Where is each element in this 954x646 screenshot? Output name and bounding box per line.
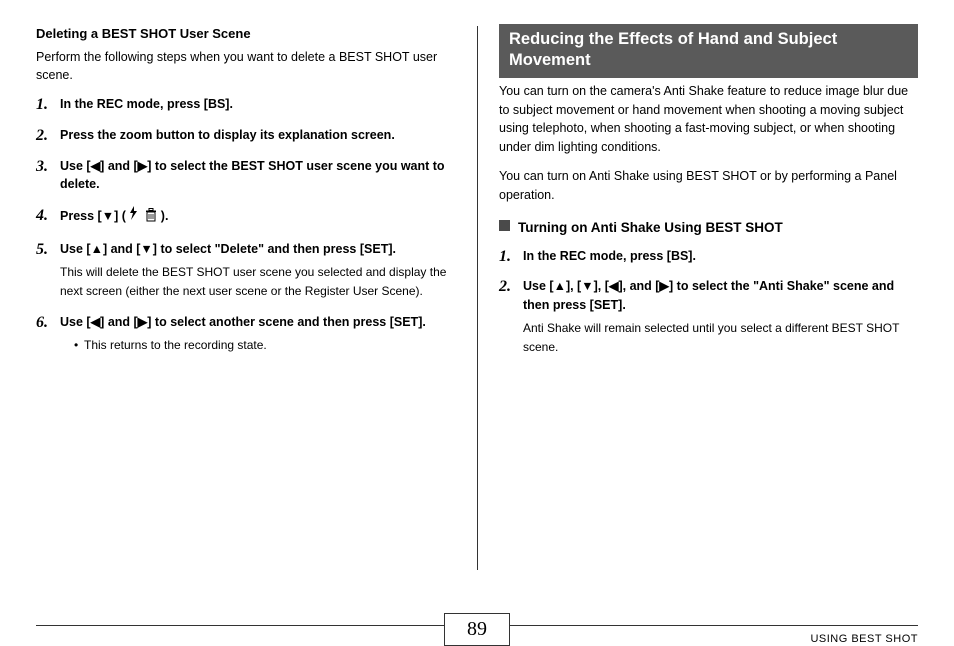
step-3: Use [◀] and [▶] to select the BEST SHOT … (36, 157, 455, 195)
step-4: Press [▼] ( ). (36, 206, 455, 228)
as-step-2-text: Use [▲], [▼], [◀], and [▶] to select the… (523, 279, 894, 312)
flash-icon (129, 209, 141, 223)
right-column: Reducing the Effects of Hand and Subject… (477, 24, 918, 572)
step-2-text: Press the zoom button to display its exp… (60, 128, 395, 142)
step-5-text: Use [▲] and [▼] to select "Delete" and t… (60, 242, 396, 256)
anti-shake-header: Reducing the Effects of Hand and Subject… (499, 24, 918, 78)
anti-shake-steps-list: In the REC mode, press [BS]. Use [▲], [▼… (499, 247, 918, 358)
anti-shake-body-1: You can turn on the camera's Anti Shake … (499, 82, 918, 157)
step-4-text: Press [▼] ( (60, 209, 126, 223)
column-divider (477, 26, 478, 570)
page-footer: 89 USING BEST SHOT (36, 625, 918, 626)
footer-section-label: USING BEST SHOT (810, 633, 918, 645)
anti-shake-subtitle: Turning on Anti Shake Using BEST SHOT (518, 218, 783, 238)
step-6-bullet-1: This returns to the recording state. (74, 336, 455, 354)
step-6: Use [◀] and [▶] to select another scene … (36, 313, 455, 354)
as-step-2: Use [▲], [▼], [◀], and [▶] to select the… (499, 277, 918, 357)
delete-scene-heading: Deleting a BEST SHOT User Scene (36, 24, 455, 44)
as-step-1: In the REC mode, press [BS]. (499, 247, 918, 266)
step-6-text: Use [◀] and [▶] to select another scene … (60, 315, 426, 329)
delete-scene-intro: Perform the following steps when you wan… (36, 48, 455, 86)
step-3-text: Use [◀] and [▶] to select the BEST SHOT … (60, 159, 445, 192)
step-4-tail: ). (157, 209, 168, 223)
delete-steps-list: In the REC mode, press [BS]. Press the z… (36, 95, 455, 354)
anti-shake-subtitle-row: Turning on Anti Shake Using BEST SHOT (499, 218, 918, 238)
left-column: Deleting a BEST SHOT User Scene Perform … (36, 24, 477, 572)
square-bullet-icon (499, 220, 510, 231)
step-2: Press the zoom button to display its exp… (36, 126, 455, 145)
step-5: Use [▲] and [▼] to select "Delete" and t… (36, 240, 455, 301)
step-1-text: In the REC mode, press [BS]. (60, 97, 233, 111)
step-6-bullets: This returns to the recording state. (60, 336, 455, 354)
as-step-1-text: In the REC mode, press [BS]. (523, 249, 696, 263)
trash-icon (145, 208, 157, 228)
page-number: 89 (444, 613, 510, 646)
step-5-desc: This will delete the BEST SHOT user scen… (60, 263, 455, 301)
as-step-2-desc: Anti Shake will remain selected until yo… (523, 319, 918, 357)
step-1: In the REC mode, press [BS]. (36, 95, 455, 114)
anti-shake-body-2: You can turn on Anti Shake using BEST SH… (499, 167, 918, 205)
